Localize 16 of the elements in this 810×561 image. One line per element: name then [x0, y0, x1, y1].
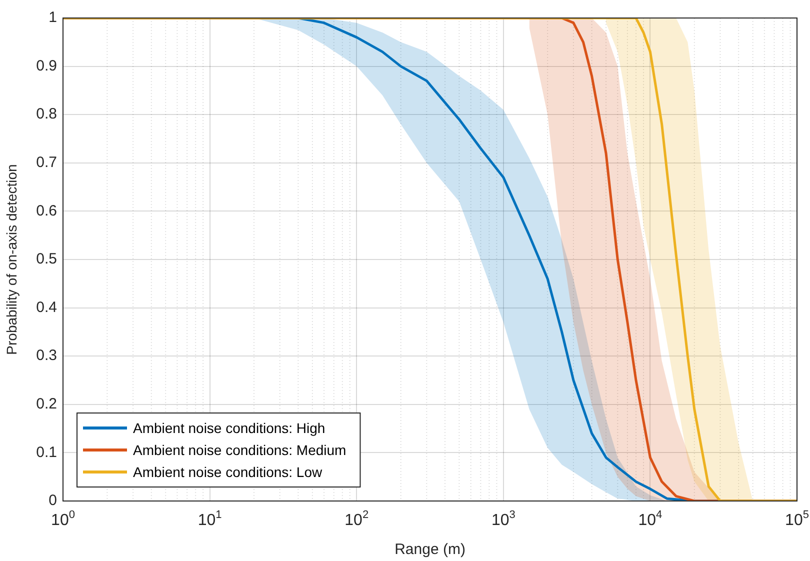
y-tick-label: 0.7	[36, 154, 57, 172]
y-tick-label: 1	[48, 9, 57, 26]
x-axis-title: Range (m)	[394, 541, 466, 558]
y-tick-label: 0.1	[36, 444, 57, 461]
y-tick-label: 0.9	[36, 57, 57, 74]
y-tick-label: 0.6	[36, 202, 57, 220]
legend-label: Ambient noise conditions: Medium	[133, 442, 346, 458]
legend-label: Ambient noise conditions: High	[133, 420, 326, 436]
y-tick-label: 0	[48, 492, 57, 510]
y-tick-label: 0.5	[36, 250, 57, 268]
y-axis-title: Probability of on-axis detection	[3, 164, 20, 355]
legend-label: Ambient noise conditions: Low	[133, 464, 323, 480]
y-tick-label: 0.8	[36, 106, 57, 123]
y-tick-label: 0.3	[36, 347, 57, 364]
y-tick-label: 0.2	[36, 396, 57, 413]
y-tick-label: 0.4	[36, 298, 57, 316]
